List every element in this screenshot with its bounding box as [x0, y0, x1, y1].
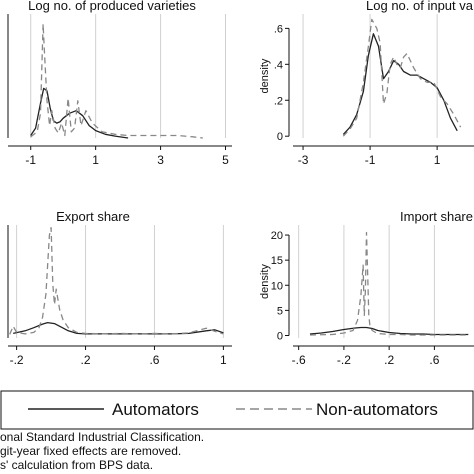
import-share-title: Import share — [400, 209, 473, 224]
produced-varieties-series-non-automators — [30, 23, 203, 139]
import-share-xtick-label-2: .2 — [384, 353, 394, 367]
produced-varieties-title: Log no. of produced varieties — [28, 0, 196, 13]
import-share-xtick-label-0: -.6 — [292, 353, 306, 367]
note-line-3: s' calculation from BPS data. — [0, 458, 154, 472]
import-share-series-automators — [309, 326, 469, 336]
export-share-title: Export share — [56, 209, 130, 224]
import-share-xtick-label-3: .6 — [429, 353, 439, 367]
panel-export-share: Export share -.2 .2 .6 1 — [7, 209, 232, 367]
panel-produced-varieties: Log no. of produced varieties -1 1 3 5 — [7, 0, 232, 167]
input-varieties-xtick-label-2: 1 — [434, 153, 441, 167]
import-share-ylabel: density — [259, 264, 271, 299]
export-share-xtick-label-2: .6 — [149, 353, 159, 367]
input-varieties-xtick-label-1: -1 — [365, 153, 376, 167]
export-share-xtick-label-0: -.2 — [10, 353, 24, 367]
input-varieties-title: Log no. of input va — [366, 0, 474, 13]
input-varieties-ytick-label-3: .6 — [274, 23, 283, 35]
import-share-ytick-label-4: 20 — [271, 230, 283, 242]
legend: Automators Non-automators — [0, 390, 474, 430]
export-share-xtick-label-1: .2 — [81, 353, 91, 367]
produced-varieties-series-automators — [30, 87, 129, 139]
panel-import-share: Import share -.6 -.2 .2 .6 0 5 10 15 20 density — [259, 209, 474, 367]
import-share-ytick-label-1: 5 — [277, 305, 283, 317]
input-varieties-ytick-label-0: 0 — [277, 131, 283, 143]
legend-box — [0, 390, 474, 430]
import-share-ytick-label-3: 15 — [271, 255, 283, 267]
import-share-ytick-label-0: 0 — [277, 330, 283, 342]
produced-varieties-xtick-label-1: 1 — [92, 153, 99, 167]
note-line-1: onal Standard Industrial Classification. — [0, 430, 205, 444]
export-share-series-non-automators — [9, 226, 224, 335]
input-varieties-series-non-automators — [342, 18, 462, 137]
panel-input-varieties: Log no. of input va -3 -1 1 0 .2 .4 .6 density — [259, 0, 474, 167]
export-share-xtick-label-3: 1 — [220, 353, 227, 367]
import-share-xtick-label-1: -.2 — [337, 353, 351, 367]
produced-varieties-xtick-label-0: -1 — [25, 153, 36, 167]
input-varieties-ytick-label-1: .2 — [274, 95, 283, 107]
legend-non-automators-label: Non-automators — [316, 400, 438, 419]
input-varieties-series-automators — [342, 33, 458, 135]
input-varieties-xtick-label-0: -3 — [298, 153, 309, 167]
import-share-series-non-automators — [309, 231, 469, 336]
input-varieties-ylabel: density — [259, 58, 271, 93]
input-varieties-ytick-label-2: .4 — [274, 59, 283, 71]
produced-varieties-xtick-label-2: 3 — [157, 153, 164, 167]
legend-automators-label: Automators — [112, 400, 199, 419]
produced-varieties-xtick-label-3: 5 — [222, 153, 229, 167]
note-line-2: git-year fixed effects are removed. — [0, 444, 182, 458]
import-share-ytick-label-2: 10 — [271, 280, 283, 292]
